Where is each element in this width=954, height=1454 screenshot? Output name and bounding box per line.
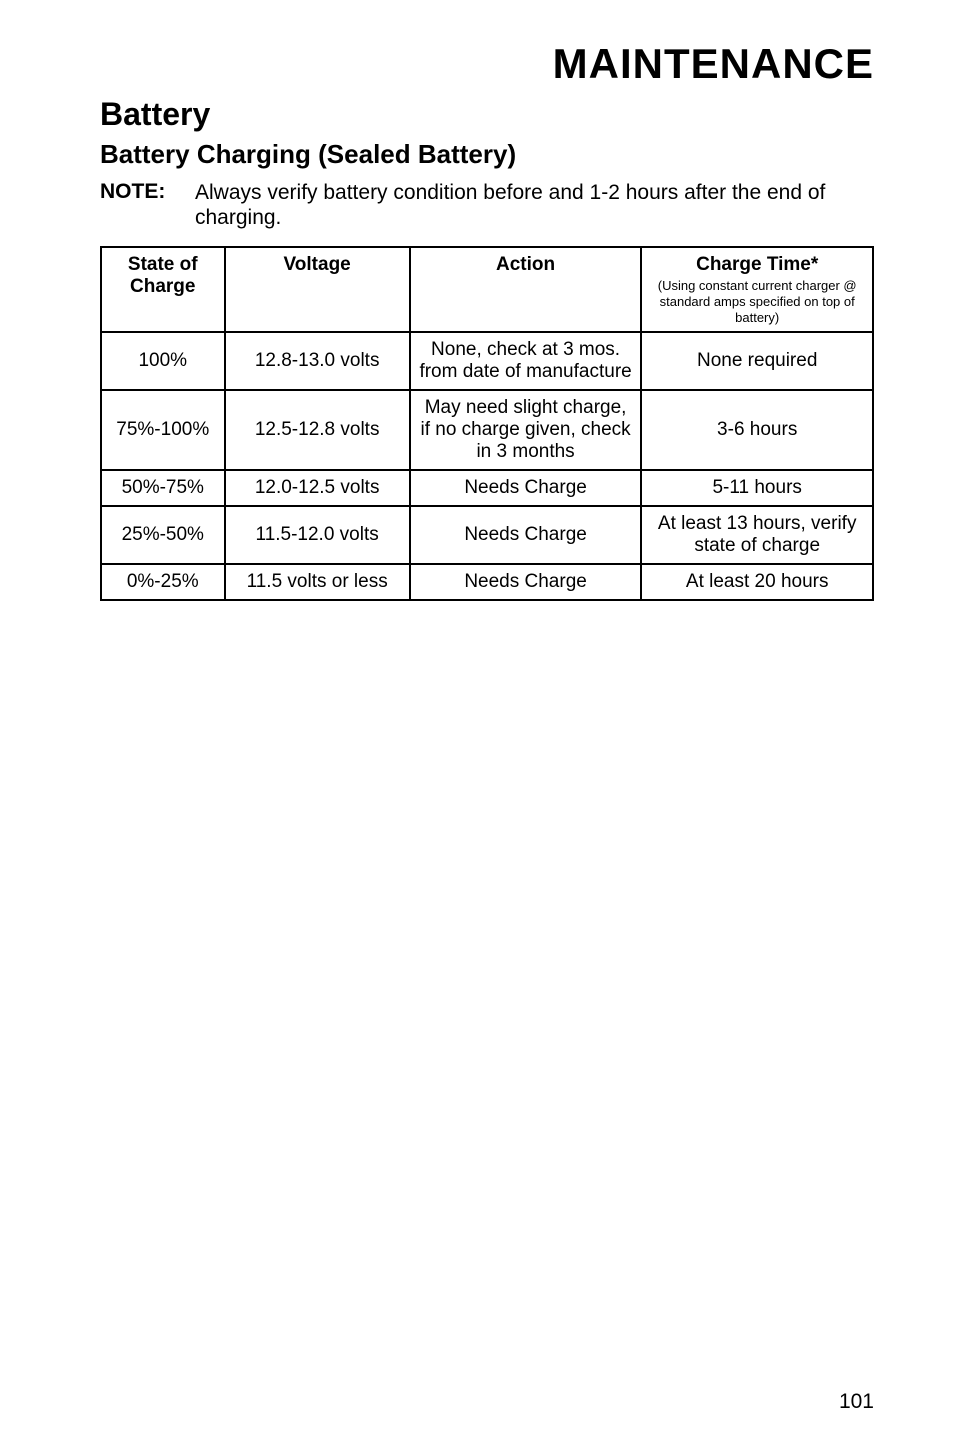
cell-state: 100% — [101, 332, 225, 390]
table-header-row: State of Charge Voltage Action Charge Ti… — [101, 247, 873, 332]
table-row: 75%-100% 12.5-12.8 volts May need slight… — [101, 390, 873, 470]
cell-charge-time: At least 13 hours, verify state of charg… — [641, 506, 873, 564]
main-title: MAINTENANCE — [100, 40, 874, 88]
note-text: Always verify battery condition before a… — [195, 180, 874, 230]
cell-voltage: 11.5 volts or less — [225, 564, 410, 600]
cell-state: 50%-75% — [101, 470, 225, 506]
page-number: 101 — [839, 1390, 874, 1414]
th-charge-time: Charge Time* (Using constant current cha… — [641, 247, 873, 332]
cell-state: 75%-100% — [101, 390, 225, 470]
cell-action: May need slight charge, if no charge giv… — [410, 390, 642, 470]
cell-voltage: 12.0-12.5 volts — [225, 470, 410, 506]
note-label: NOTE: — [100, 180, 195, 230]
cell-charge-time: 3-6 hours — [641, 390, 873, 470]
subsection-title: Battery Charging (Sealed Battery) — [100, 139, 874, 170]
page-container: MAINTENANCE Battery Battery Charging (Se… — [0, 0, 954, 1454]
cell-action: None, check at 3 mos. from date of manuf… — [410, 332, 642, 390]
cell-state: 25%-50% — [101, 506, 225, 564]
cell-action: Needs Charge — [410, 470, 642, 506]
charge-table: State of Charge Voltage Action Charge Ti… — [100, 246, 874, 601]
table-row: 50%-75% 12.0-12.5 volts Needs Charge 5-1… — [101, 470, 873, 506]
cell-action: Needs Charge — [410, 506, 642, 564]
th-action: Action — [410, 247, 642, 332]
table-row: 25%-50% 11.5-12.0 volts Needs Charge At … — [101, 506, 873, 564]
cell-charge-time: 5-11 hours — [641, 470, 873, 506]
th-charge-time-label: Charge Time* — [696, 254, 818, 275]
cell-action: Needs Charge — [410, 564, 642, 600]
table-row: 0%-25% 11.5 volts or less Needs Charge A… — [101, 564, 873, 600]
table-row: 100% 12.8-13.0 volts None, check at 3 mo… — [101, 332, 873, 390]
cell-charge-time: None required — [641, 332, 873, 390]
th-charge-time-sub: (Using constant current charger @ standa… — [650, 278, 864, 325]
th-voltage: Voltage — [225, 247, 410, 332]
cell-voltage: 12.8-13.0 volts — [225, 332, 410, 390]
note-block: NOTE: Always verify battery condition be… — [100, 180, 874, 230]
cell-voltage: 12.5-12.8 volts — [225, 390, 410, 470]
section-title: Battery — [100, 96, 874, 133]
cell-voltage: 11.5-12.0 volts — [225, 506, 410, 564]
th-state-of-charge: State of Charge — [101, 247, 225, 332]
cell-charge-time: At least 20 hours — [641, 564, 873, 600]
cell-state: 0%-25% — [101, 564, 225, 600]
